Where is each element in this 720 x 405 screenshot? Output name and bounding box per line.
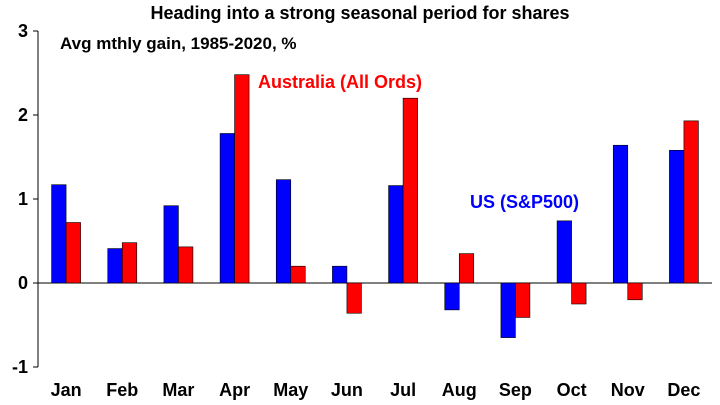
bar-us-jul [388, 185, 404, 284]
y-tick-label: 3 [18, 21, 28, 41]
bar-australia-jul [402, 97, 418, 284]
series-label-us: US (S&P500) [470, 192, 579, 212]
bar-us-oct [556, 220, 572, 284]
bar-australia-aug [458, 253, 475, 284]
bar-australia-nov [627, 282, 643, 301]
tick-labels: -1 0 1 2 3 Jan Feb Mar Apr May Jun Jul Aug Sep Oct Nov D… [12, 21, 700, 400]
x-tick-label: Jun [331, 380, 363, 400]
x-tick-label: Nov [611, 380, 645, 400]
axes [33, 30, 712, 368]
bar-us-mar [163, 205, 179, 284]
x-tick-label: Oct [557, 380, 587, 400]
series-label-australia: Australia (All Ords) [258, 72, 422, 92]
y-tick-label: 2 [18, 105, 28, 125]
chart-subtitle: Avg mthly gain, 1985-2020, % [60, 34, 297, 53]
bar-us-dec [669, 149, 685, 284]
x-tick-label: Mar [162, 380, 194, 400]
bar-australia-feb [121, 242, 138, 284]
bar-australia-oct [571, 282, 587, 305]
bar-australia-mar [178, 246, 194, 284]
bar-australia-jun [346, 282, 362, 314]
bar-us-apr [219, 133, 235, 284]
bar-us-jun [332, 265, 348, 284]
bar-us-sep [500, 282, 516, 338]
bars [51, 74, 699, 338]
x-tick-label: Apr [219, 380, 250, 400]
chart-title: Heading into a strong seasonal period fo… [150, 3, 570, 23]
x-tick-label: Jul [390, 380, 416, 400]
bar-australia-sep [515, 282, 531, 318]
x-tick-label: Sep [499, 380, 532, 400]
x-tick-label: Jan [51, 380, 82, 400]
bar-us-may [275, 179, 292, 284]
y-tick-label: 1 [18, 189, 28, 209]
bar-us-nov [612, 144, 629, 284]
bar-australia-may [290, 265, 306, 284]
bar-australia-apr [234, 74, 250, 284]
x-tick-label: Dec [667, 380, 700, 400]
y-tick-label: 0 [18, 273, 28, 293]
bar-australia-dec [683, 120, 699, 284]
x-tick-label: Aug [442, 380, 477, 400]
y-tick-label: -1 [12, 357, 28, 377]
bar-us-aug [444, 282, 460, 311]
x-tick-label: May [273, 380, 308, 400]
bar-us-jan [51, 184, 67, 284]
bar-us-feb [107, 248, 123, 284]
bar-australia-jan [65, 222, 81, 284]
x-tick-label: Feb [106, 380, 138, 400]
